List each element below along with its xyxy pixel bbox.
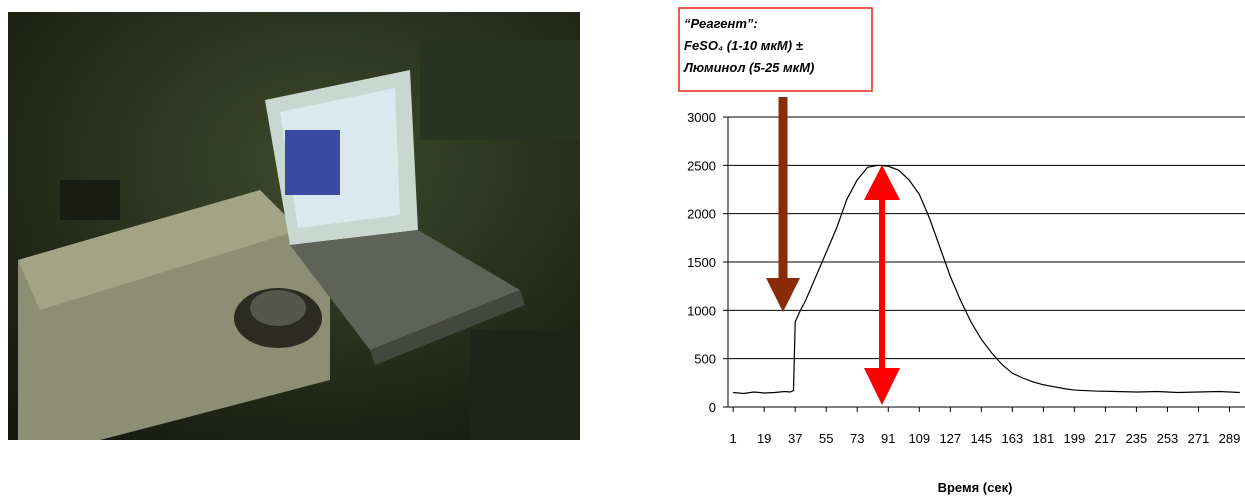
y-tick-label: 2000: [687, 207, 716, 222]
x-tick-label: 73: [850, 431, 864, 446]
x-tick-label: 235: [1126, 431, 1148, 446]
x-tick-label: 91: [881, 431, 895, 446]
y-tick-label: 1500: [687, 255, 716, 270]
photo: [8, 12, 580, 440]
y-tick-label: 500: [694, 352, 716, 367]
x-tick-label: 19: [757, 431, 771, 446]
x-tick-label: 109: [908, 431, 930, 446]
annotation-line: Люминол (5-25 мкМ): [683, 60, 814, 75]
y-tick-label: 1000: [687, 303, 716, 318]
x-tick-label: 217: [1095, 431, 1117, 446]
x-tick-label: 37: [788, 431, 802, 446]
y-tick-label: 2500: [687, 158, 716, 173]
annotation-box: “Реагент”: FeSO₄ (1-10 мкМ) ± Люминол (5…: [679, 8, 872, 91]
x-tick-label: 163: [1001, 431, 1023, 446]
x-tick-label: 1: [730, 431, 737, 446]
page: “Реагент”: FeSO₄ (1-10 мкМ) ± Люминол (5…: [0, 0, 1245, 495]
x-tick-label: 145: [970, 431, 992, 446]
data-line: [733, 165, 1240, 393]
x-axis-title: Время (сек): [938, 480, 1013, 495]
x-tick-label: 253: [1157, 431, 1179, 446]
annotation-line: “Реагент”:: [684, 16, 758, 31]
x-tick-label: 181: [1033, 431, 1055, 446]
x-tick-label: 289: [1219, 431, 1241, 446]
x-tick-label: 55: [819, 431, 833, 446]
x-tick-label: 271: [1188, 431, 1210, 446]
x-tick-label: 127: [939, 431, 961, 446]
y-tick-label: 3000: [687, 110, 716, 125]
y-tick-label: 0: [709, 400, 716, 415]
x-tick-label: 199: [1064, 431, 1086, 446]
annotation-line: FeSO₄ (1-10 мкМ) ±: [684, 38, 804, 53]
